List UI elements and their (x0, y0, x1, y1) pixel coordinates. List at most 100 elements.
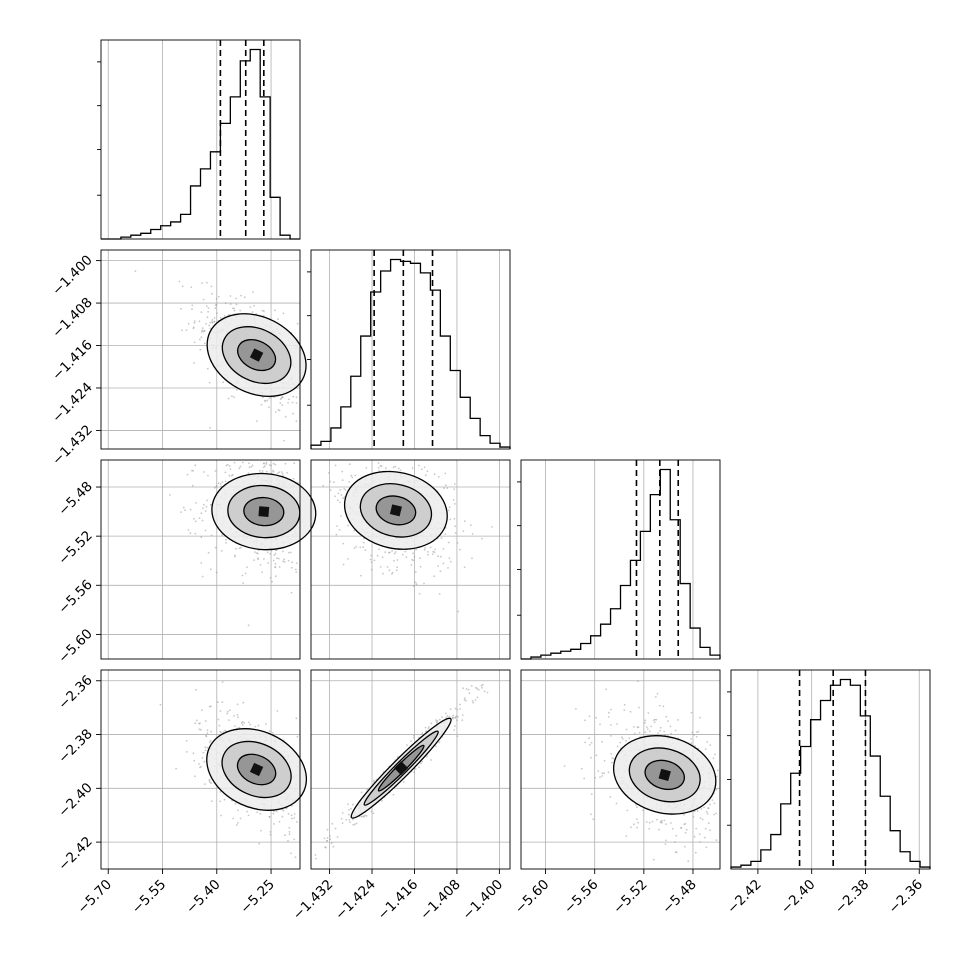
scatter-point (209, 781, 212, 784)
scatter-point (205, 305, 208, 307)
histogram-2 (521, 468, 721, 660)
scatter-point (256, 811, 259, 814)
scatter-point (274, 463, 277, 466)
scatter-point (190, 286, 193, 289)
scatter-point (454, 525, 457, 528)
scatter-point (433, 473, 436, 475)
scatter-point (234, 725, 236, 727)
scatter-point (370, 810, 373, 813)
scatter-point (343, 488, 346, 490)
histogram-1 (310, 258, 511, 449)
scatter-point (287, 839, 289, 842)
scatter-point (659, 726, 662, 729)
scatter-point (385, 467, 387, 470)
scatter-point (359, 546, 362, 549)
scatter-point (415, 583, 418, 586)
scatter-point (219, 800, 222, 803)
scatter-point (224, 471, 227, 474)
scatter-point (714, 753, 716, 756)
scatter-point (269, 552, 272, 555)
scatter-point (213, 487, 216, 489)
scatter-point (610, 753, 613, 755)
scatter-point (454, 532, 457, 534)
scatter-point (434, 548, 436, 551)
scatter-point (282, 550, 284, 553)
scatter-point (626, 809, 629, 812)
scatter-point (227, 710, 229, 713)
ytick-label-1-0: −1.432 (49, 422, 96, 469)
scatter-point (692, 816, 695, 818)
scatter-point (481, 537, 483, 540)
scatter-point (242, 582, 245, 584)
scatter-point (393, 552, 396, 555)
scatter-point (283, 561, 286, 563)
scatter-point (461, 719, 464, 722)
scatter-point (405, 556, 408, 558)
scatter-point (292, 412, 294, 415)
scatter-point (265, 463, 268, 465)
scatter-point (272, 470, 275, 473)
scatter-point (715, 839, 718, 842)
scatter-point (474, 699, 477, 701)
scatter-point (278, 820, 281, 823)
scatter-point (274, 562, 277, 565)
scatter-point (633, 732, 636, 735)
scatter-point (396, 566, 399, 569)
scatter-point (684, 845, 686, 848)
ytick-label-2-3: −5.48 (55, 479, 96, 520)
scatter-point (597, 770, 600, 772)
scatter-point (292, 477, 295, 480)
scatter-point (348, 481, 350, 483)
scatter-point (332, 845, 335, 848)
scatter-point (220, 550, 223, 552)
scatter-point (437, 555, 439, 558)
scatter-point (236, 388, 238, 391)
scatter-point (620, 736, 623, 739)
xtick-label-0-0: −5.70 (74, 877, 115, 918)
scatter-point (342, 542, 345, 545)
scatter-point (453, 729, 455, 731)
scatter-point (635, 818, 638, 821)
scatter-point (373, 559, 376, 562)
scatter-point (694, 851, 697, 854)
scatter-point (452, 714, 454, 717)
scatter-point (669, 725, 672, 728)
scatter-point (274, 411, 277, 413)
scatter-point (261, 470, 264, 472)
scatter-point (691, 731, 694, 734)
scatter-point (228, 465, 231, 467)
ytick-label-3-3: −2.36 (55, 672, 96, 713)
scatter-point (471, 533, 474, 535)
scatter-point (293, 462, 296, 465)
scatter-point (705, 810, 708, 813)
scatter-point (610, 724, 612, 726)
scatter-point (247, 472, 250, 475)
scatter-point (384, 551, 387, 553)
scatter-point (193, 362, 196, 364)
scatter-point (412, 552, 414, 555)
scatter-point (454, 503, 456, 505)
density-panel-2-1 (322, 462, 493, 613)
scatter-point (204, 720, 207, 722)
scatter-point (419, 565, 422, 568)
scatter-point (191, 304, 194, 307)
scatter-point (664, 843, 667, 845)
scatter-point (278, 566, 281, 568)
scatter-point (644, 719, 647, 722)
scatter-point (272, 559, 275, 562)
scatter-point (272, 732, 274, 734)
scatter-point (204, 749, 207, 752)
scatter-point (265, 723, 267, 725)
scatter-point (373, 779, 375, 782)
scatter-point (336, 525, 338, 527)
panel-2-2-grid (545, 460, 694, 659)
panel-2-1-grid (311, 460, 510, 659)
scatter-point (370, 568, 373, 571)
scatter-point (644, 721, 646, 724)
scatter-point (391, 571, 394, 574)
scatter-point (270, 464, 273, 467)
scatter-point (348, 809, 350, 811)
scatter-point (336, 836, 339, 838)
scatter-point (378, 548, 380, 551)
scatter-point (610, 708, 612, 711)
